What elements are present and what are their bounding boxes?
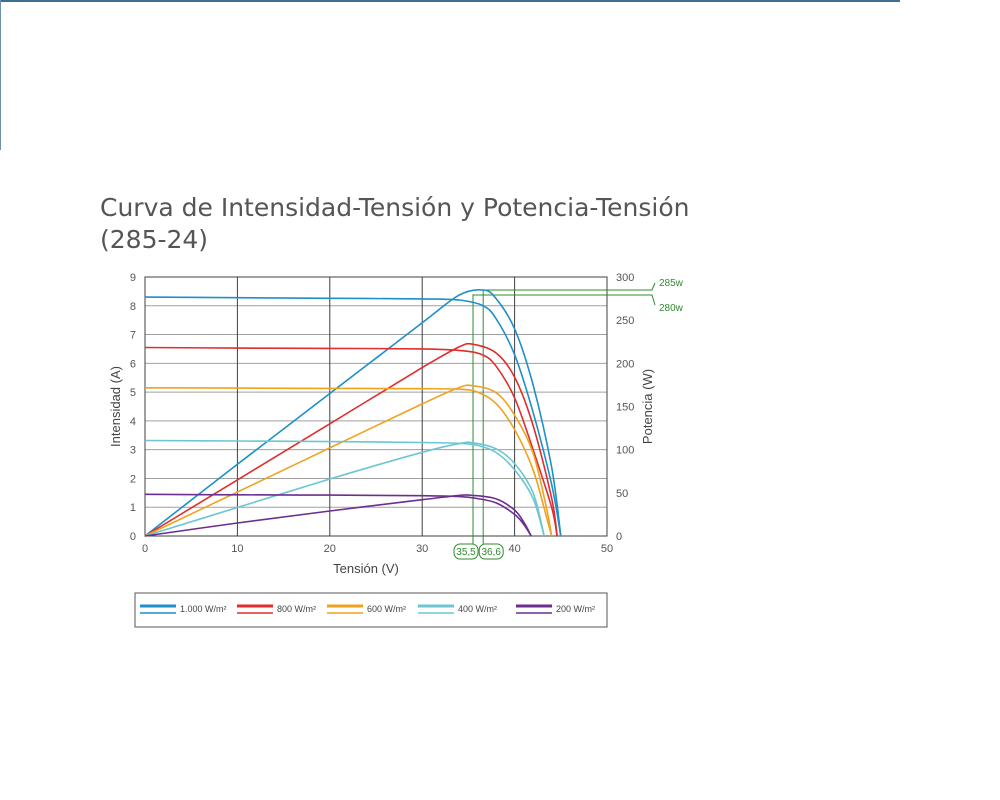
y2-tick-label: 50 <box>616 488 628 500</box>
y-tick-label: 4 <box>130 416 136 428</box>
legend-label: 200 W/m² <box>556 604 595 614</box>
legend-label: 600 W/m² <box>367 604 406 614</box>
legend-label: 400 W/m² <box>458 604 497 614</box>
y2-tick-label: 0 <box>616 531 622 543</box>
y-tick-label: 7 <box>130 330 136 342</box>
y-tick-label: 6 <box>130 358 136 370</box>
left-border-line <box>0 0 1 150</box>
legend-label: 1.000 W/m² <box>180 604 227 614</box>
iv-curve-line <box>144 387 553 537</box>
y2-tick-label: 200 <box>616 358 634 370</box>
y-tick-label: 0 <box>130 531 136 543</box>
pmax-leader-line <box>640 282 656 291</box>
y2-tick-label: 300 <box>616 272 634 284</box>
y2-tick-label: 250 <box>616 315 634 327</box>
iv-curve-line <box>144 296 562 537</box>
chart-title: Curva de Intensidad-Tensión y Potencia-T… <box>100 192 690 256</box>
y-tick-label: 8 <box>130 301 136 313</box>
x-tick-label: 30 <box>416 543 428 555</box>
x-tick-label: 40 <box>508 543 520 555</box>
pv-curve-line <box>144 441 545 537</box>
pv-curve-line <box>144 342 558 537</box>
x-tick-label: 0 <box>142 543 148 555</box>
x-axis-label: Tensión (V) <box>333 561 399 576</box>
chart-subtitle: (285-24) <box>100 225 209 254</box>
vmp-label-box <box>453 543 479 560</box>
vmp-label: 36,6 <box>481 547 501 558</box>
legend-box <box>134 592 608 628</box>
y2-axis-label: Potencia (W) <box>640 369 655 444</box>
y-tick-label: 5 <box>130 387 136 399</box>
y-axis-label: Intensidad (A) <box>108 366 123 447</box>
vmp-label: 35,5 <box>456 547 476 558</box>
top-border-line <box>0 0 900 2</box>
chart-title-line: Curva de Intensidad-Tensión y Potencia-T… <box>100 193 690 222</box>
pv-curve-line <box>144 384 553 537</box>
pmax-leader-line <box>640 294 656 306</box>
y2-tick-label: 150 <box>616 402 634 414</box>
iv-curve-line <box>144 346 558 537</box>
legend-label: 800 W/m² <box>277 604 316 614</box>
x-tick-label: 20 <box>324 543 336 555</box>
plot-frame <box>144 276 608 537</box>
pmax-label: 285w <box>659 278 684 289</box>
pv-curve-line <box>144 288 562 537</box>
iv-curve-line <box>144 439 545 537</box>
pmax-label: 280w <box>659 303 684 314</box>
pv-curve-line <box>144 494 532 537</box>
x-tick-label: 50 <box>601 543 613 555</box>
y2-tick-label: 100 <box>616 445 634 457</box>
y-tick-label: 3 <box>130 445 136 457</box>
y-tick-label: 2 <box>130 473 136 485</box>
y-tick-label: 1 <box>130 502 136 514</box>
iv-curve-line <box>144 493 532 537</box>
y-tick-label: 9 <box>130 272 136 284</box>
vmp-label-box <box>478 543 504 560</box>
x-tick-label: 10 <box>231 543 243 555</box>
